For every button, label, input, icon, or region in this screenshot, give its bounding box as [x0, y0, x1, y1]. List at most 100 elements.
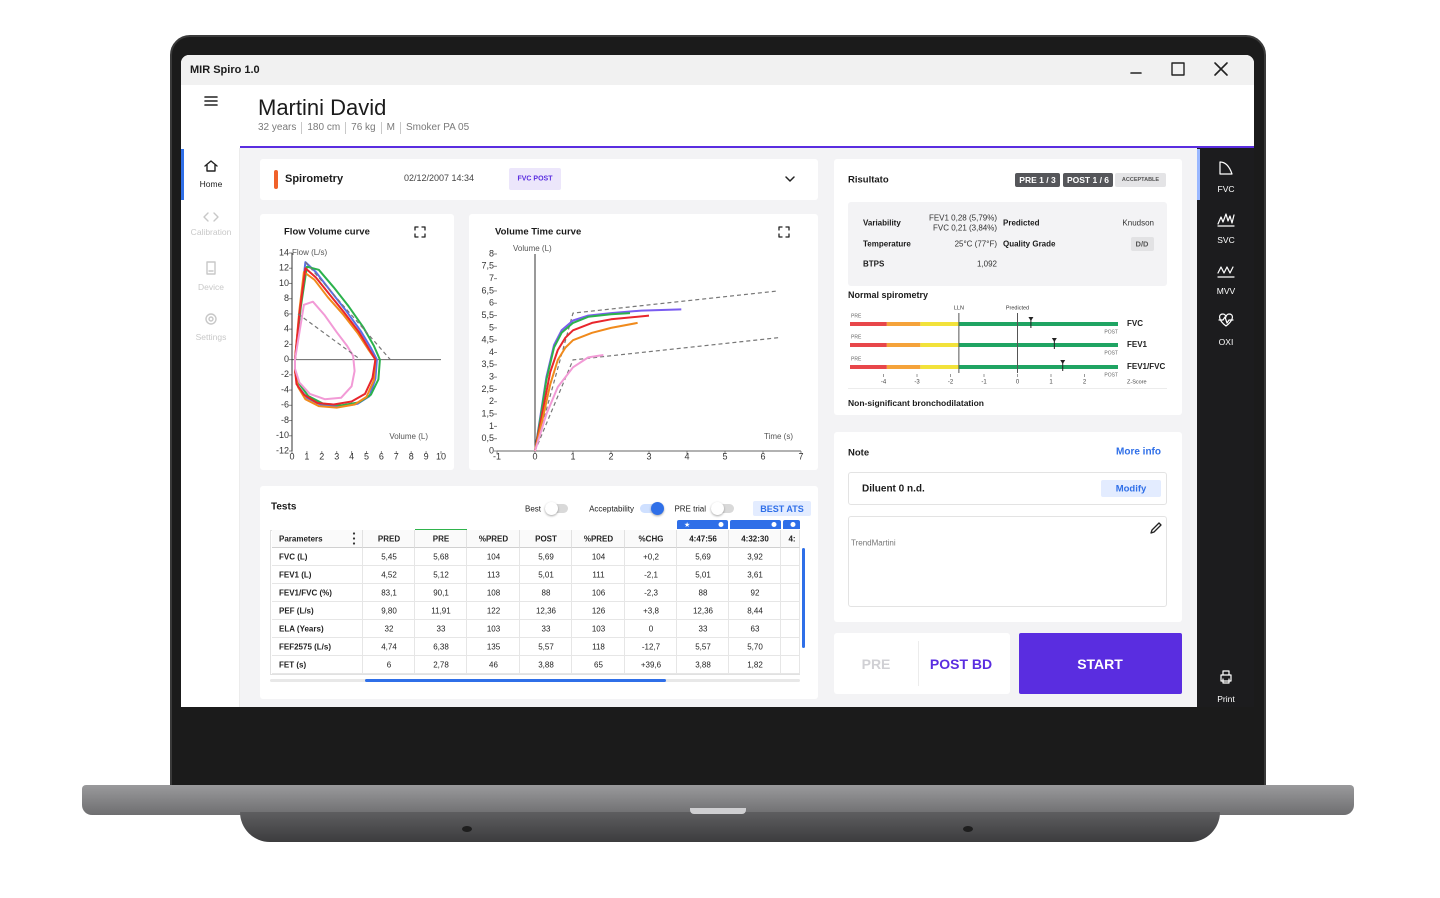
table-cell: [520, 548, 572, 566]
toggle-label: Best: [524, 504, 541, 514]
result-badge: ACCEPTABLE: [1121, 177, 1160, 183]
table-text: 1,82: [747, 660, 763, 670]
table-cell: [520, 638, 572, 656]
table-text: 5,57: [695, 642, 711, 652]
table-cell: [520, 566, 572, 584]
best-ats-button[interactable]: BEST ATS: [760, 504, 804, 514]
header-cell: [467, 530, 520, 548]
nav-label[interactable]: Home: [199, 179, 223, 189]
start-button[interactable]: [1019, 633, 1182, 694]
test-label[interactable]: OXI: [1218, 337, 1234, 347]
table-cell: [729, 656, 781, 674]
start-label[interactable]: START: [1077, 656, 1123, 672]
header-cell: [781, 530, 800, 548]
patient-detail: 76 kg: [345, 122, 380, 134]
table-cell: [272, 584, 363, 602]
toggle-label: Acceptability: [589, 504, 634, 514]
table-cell: [625, 638, 677, 656]
note-textarea[interactable]: [848, 516, 1167, 607]
column-header: 4:32:30: [741, 534, 769, 544]
post-button[interactable]: POST BD: [929, 656, 993, 672]
more-info-link[interactable]: More info: [1116, 446, 1161, 458]
info-label: BTPS: [863, 259, 885, 269]
table-text: +0,2: [643, 552, 659, 562]
table-cell: [415, 638, 467, 656]
modify-bg[interactable]: [1101, 480, 1161, 497]
modify-button[interactable]: Modify: [1115, 483, 1147, 495]
info-value: FEV1 0,28 (5,79%): [928, 213, 997, 223]
diluent-box: [848, 472, 1167, 505]
table-cell: [729, 638, 781, 656]
table-cell: [467, 548, 520, 566]
table-cell: [677, 584, 729, 602]
patient-name: Martini David: [258, 95, 387, 120]
nav-label[interactable]: Calibration: [190, 227, 232, 237]
table-text: 8,44: [747, 606, 763, 616]
toggle-knob[interactable]: [545, 502, 558, 515]
result-card: [834, 159, 1182, 415]
table-text: FEF2575 (L/s): [279, 642, 332, 652]
vscroll-thumb[interactable]: [802, 548, 805, 648]
toggle-knob[interactable]: [651, 502, 664, 515]
table-cell: [781, 602, 800, 620]
table-text: 33: [698, 624, 708, 634]
table-cell: [272, 602, 363, 620]
table-cell: [363, 548, 415, 566]
diluent-text: Diluent 0 n.d.: [862, 483, 925, 495]
test-label[interactable]: FVC: [1217, 184, 1235, 194]
table-text: 4,74: [381, 642, 397, 652]
toggle-knob[interactable]: [711, 502, 724, 515]
table-text: 3,92: [747, 552, 763, 562]
tests-title: Tests: [271, 501, 297, 513]
table-cell: [415, 602, 467, 620]
test-label[interactable]: SVC: [1217, 235, 1235, 245]
laptop-notch: [690, 808, 746, 814]
right-nav: [1197, 148, 1254, 707]
info-value: Knudson: [1122, 218, 1154, 228]
table-cell: [363, 602, 415, 620]
scroll-thumb[interactable]: [365, 679, 666, 682]
pre-button[interactable]: PRE: [861, 656, 891, 672]
foot: [963, 826, 973, 832]
badge-bg: [509, 168, 561, 190]
header-cell: [729, 530, 781, 548]
table-text: 33: [436, 624, 446, 634]
print-label[interactable]: Print: [1217, 694, 1235, 704]
best-ats-bg[interactable]: [753, 501, 811, 516]
table-text: 5,57: [538, 642, 554, 652]
volume-card: [469, 214, 818, 470]
info-label: Variability: [863, 218, 901, 228]
patient-detail: 32 years: [258, 122, 297, 133]
table-cell: [677, 602, 729, 620]
nav-label[interactable]: Device: [198, 282, 224, 292]
nav-label[interactable]: Settings: [195, 332, 227, 342]
result-badge-bg: [1063, 173, 1113, 187]
table-cell: [363, 584, 415, 602]
table-cell: [625, 620, 677, 638]
table-cell: [625, 566, 677, 584]
table-text: 108: [486, 588, 501, 598]
table-text: 3,88: [695, 660, 711, 670]
table-cell: [625, 656, 677, 674]
table-text: 118: [592, 642, 605, 652]
info-label: Predicted: [1003, 218, 1040, 228]
header-cell: [677, 530, 729, 548]
table-cell: [677, 656, 729, 674]
table-text: 88: [698, 588, 708, 598]
patient-detail: 180 cm: [301, 122, 345, 134]
table-text: 83,1: [381, 588, 397, 598]
table-text: -2,3: [644, 588, 658, 598]
table-cell: [572, 548, 625, 566]
table-cell: [677, 566, 729, 584]
table-text: 5,01: [538, 570, 554, 580]
info-value: D/D: [1135, 239, 1149, 249]
table-text: 46: [489, 660, 498, 670]
table-cell: [415, 656, 467, 674]
table-cell: [467, 656, 520, 674]
header-cell: [625, 530, 677, 548]
table-cell: [415, 620, 467, 638]
table-text: ELA (Years): [279, 624, 324, 634]
test-label[interactable]: MVV: [1216, 286, 1236, 296]
table-cell: [467, 584, 520, 602]
table-text: 12,36: [692, 606, 714, 616]
